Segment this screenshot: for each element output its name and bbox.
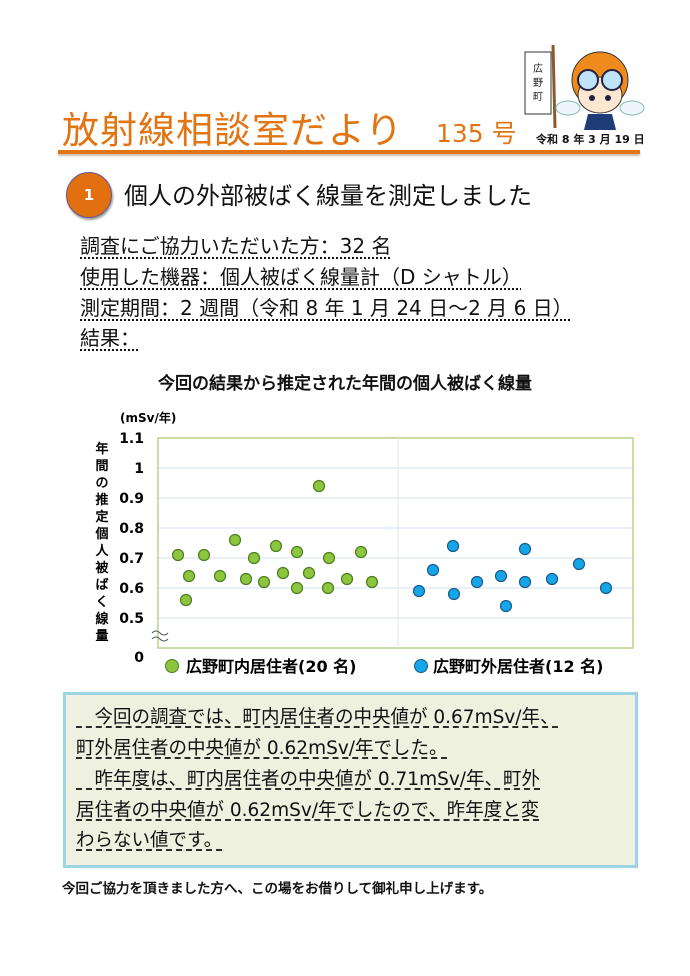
- info-results: 結果：: [80, 326, 140, 350]
- section-heading: 個人の外部被ばく線量を測定しました: [124, 182, 532, 210]
- point-inside-resident: [239, 572, 253, 586]
- point-outside-resident: [518, 542, 532, 556]
- legend-marker-outside: [414, 659, 428, 673]
- title-underline: [58, 150, 640, 154]
- y-axis-label-char: 間: [95, 459, 108, 474]
- legend-marker-inside: [165, 659, 179, 673]
- point-outside-resident: [499, 599, 513, 613]
- point-inside-resident: [312, 479, 326, 493]
- point-inside-resident: [182, 569, 196, 583]
- notice-line: 昨年度は、町内居住者の中央値が 0.71mSv/年、町外: [76, 769, 541, 790]
- y-axis-label-char: 線: [95, 611, 109, 627]
- notice-line: 居住者の中央値が 0.62mSv/年でしたので、昨年度と変: [76, 800, 540, 821]
- point-inside-resident: [179, 593, 193, 607]
- y-axis-label-char: く: [95, 595, 108, 610]
- notice-line: わらない値です。: [76, 830, 223, 851]
- y-axis-label-char: 被: [94, 560, 109, 576]
- point-outside-resident: [426, 563, 440, 577]
- info-participants: 調査にご協力いただいた方：32 名: [80, 234, 392, 258]
- info-period: 測定期間：2 週間（令和 8 年 1 月 24 日～2 月 6 日）: [80, 296, 573, 320]
- scatter-chart: (mSv/年) 1.1 1 0.9 0.8 0.7 0.6 0.5 0 年間の推定個人被ばく線…: [94, 410, 634, 676]
- mascot-illustration: 広 野 町: [524, 44, 645, 130]
- point-inside-resident: [197, 548, 211, 562]
- svg-text:町: 町: [533, 92, 543, 103]
- point-outside-resident: [545, 572, 559, 586]
- point-outside-resident: [599, 581, 613, 595]
- y-tick-label: 0.5: [119, 611, 144, 627]
- y-tick-label: 0.6: [119, 581, 144, 597]
- point-inside-resident: [365, 575, 379, 589]
- point-outside-resident: [446, 539, 460, 553]
- point-inside-resident: [290, 581, 304, 595]
- point-inside-resident: [302, 566, 316, 580]
- point-inside-resident: [354, 545, 368, 559]
- point-inside-resident: [257, 575, 271, 589]
- point-inside-resident: [290, 545, 304, 559]
- notice-line: 今回の調査では、町内居住者の中央値が 0.67mSv/年、: [76, 707, 559, 728]
- y-axis-label-char: 量: [95, 629, 108, 644]
- point-outside-resident: [518, 575, 532, 589]
- mascot-sign-char: 広: [533, 62, 543, 75]
- point-inside-resident: [321, 581, 335, 595]
- section-number-badge: 1: [66, 172, 112, 218]
- point-outside-resident: [447, 587, 461, 601]
- y-axis-label-char: 推: [95, 492, 108, 508]
- issue-number: 135 号: [436, 119, 517, 148]
- point-inside-resident: [213, 569, 227, 583]
- y-tick-label: 1.1: [119, 431, 144, 447]
- svg-text:野: 野: [533, 77, 543, 89]
- point-outside-resident: [412, 584, 426, 598]
- legend-label-outside: 広野町外居住者(12 名): [433, 657, 603, 676]
- point-inside-resident: [276, 566, 290, 580]
- chart-title: 今回の結果から推定された年間の個人被ばく線量: [158, 374, 532, 394]
- point-outside-resident: [494, 569, 508, 583]
- y-unit: (mSv/年): [120, 410, 176, 425]
- axis-break-icon: [151, 630, 169, 642]
- notice-line: 町外居住者の中央値が 0.62mSv/年でした。: [76, 738, 448, 759]
- y-axis-label-char: の: [95, 476, 108, 491]
- info-device: 使用した機器：個人被ばく線量計（D シャトル）: [80, 265, 522, 289]
- issue-date: 令和 8 年 3 月 19 日: [536, 133, 645, 146]
- point-inside-resident: [269, 539, 283, 553]
- y-tick-label: 0.7: [119, 551, 144, 567]
- y-tick-label: 1: [134, 461, 144, 477]
- point-inside-resident: [247, 551, 261, 565]
- point-inside-resident: [322, 551, 336, 565]
- y-axis-label-char: 定: [94, 509, 108, 525]
- point-inside-resident: [171, 548, 185, 562]
- y-axis-label-char: 年: [95, 441, 108, 457]
- y-tick-label: 0.9: [119, 491, 144, 507]
- notice-box: 今回の調査では、町内居住者の中央値が 0.67mSv/年、 町外居住者の中央値が…: [63, 692, 638, 868]
- y-axis-label-char: 人: [95, 543, 109, 559]
- y-axis-label-char: ば: [95, 578, 108, 593]
- legend-label-inside: 広野町内居住者(20 名): [186, 657, 356, 676]
- newsletter-title: 放射線相談室だより: [62, 109, 404, 152]
- thanks-footer: 今回ご協力を頂きました方へ、この場をお借りして御礼申し上げます。: [62, 881, 493, 897]
- point-outside-resident: [572, 557, 586, 571]
- point-inside-resident: [228, 533, 242, 547]
- y-tick-label: 0.8: [119, 521, 144, 537]
- y-axis-label-char: 個: [94, 526, 108, 542]
- point-outside-resident: [470, 575, 484, 589]
- plot-frame: [157, 437, 634, 649]
- point-inside-resident: [340, 572, 354, 586]
- y-tick-label: 0: [134, 650, 144, 666]
